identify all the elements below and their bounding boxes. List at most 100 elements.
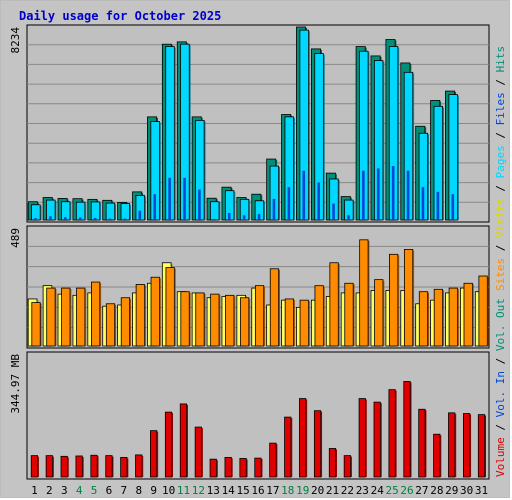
bar-sites-day-30 [463, 282, 473, 347]
x-tick-label-day-27: 27 [415, 484, 428, 497]
bar-sites-day-8 [135, 284, 145, 347]
legend-item: Files [494, 92, 507, 125]
bar-sites-day-21 [329, 262, 339, 347]
bar-pages-day-24 [376, 168, 380, 220]
x-tick-label-day-8: 8 [135, 484, 142, 497]
bar-pages-day-27 [421, 187, 425, 220]
bar-volume-day-8 [135, 454, 143, 478]
bar-pages-day-18 [287, 187, 291, 220]
bar-sites-day-23 [359, 239, 369, 347]
visits-panel: 489 [9, 225, 490, 349]
bar-pages-day-10 [168, 177, 171, 220]
bar-volume-day-28 [433, 433, 441, 478]
bar-volume-day-30 [462, 413, 471, 478]
bar-volume-day-22 [343, 455, 351, 478]
bar-sites-day-1 [31, 302, 41, 347]
bar-sites-day-2 [46, 287, 56, 347]
bar-pages-day-7 [123, 218, 127, 220]
bar-pages-day-17 [272, 198, 276, 220]
bar-volume-day-27 [418, 408, 426, 478]
bar-sites-day-6 [105, 303, 116, 347]
bar-volume-day-1 [30, 455, 39, 478]
legend-item: / [494, 238, 507, 258]
bar-pages-day-15 [242, 215, 246, 220]
legend-item: Hits [494, 46, 507, 73]
hits-panel-ymax-label: 8234 [9, 27, 22, 54]
legend-item: Pages [494, 145, 507, 178]
bar-sites-day-27 [418, 291, 429, 347]
legend-hits-files-pages: Sites / Visits / Pages / Files / Hits [494, 46, 507, 291]
bar-sites-day-9 [150, 276, 160, 347]
bar-sites-day-5 [91, 281, 101, 347]
bar-volume-day-26 [403, 381, 411, 478]
visits-panel-ymax-label: 489 [9, 228, 22, 248]
volume-panel: 344.97 MB [9, 351, 490, 480]
bar-sites-day-12 [195, 292, 205, 347]
bar-pages-day-19 [302, 170, 306, 220]
x-tick-label-day-18: 18 [281, 484, 294, 497]
x-tick-label-day-10: 10 [162, 484, 175, 497]
bar-volume-day-11 [179, 403, 188, 478]
bar-volume-day-4 [75, 455, 83, 478]
bar-sites-day-13 [210, 293, 220, 347]
x-tick-label-day-26: 26 [400, 484, 413, 497]
x-tick-label-day-20: 20 [311, 484, 324, 497]
x-tick-label-day-9: 9 [150, 484, 157, 497]
x-tick-label-day-19: 19 [296, 484, 309, 497]
bar-sites-day-14 [225, 294, 235, 347]
bar-pages-day-8 [138, 210, 142, 220]
x-axis-labels: 1 2 3 4 5 6 7 8 9 10 11 12 13 14 15 16 17 18 19 20 21 22 23 24 2… [31, 484, 488, 497]
bar-files-day-5 [90, 201, 101, 221]
x-tick-label-day-6: 6 [106, 484, 113, 497]
bar-sites-day-20 [314, 285, 324, 347]
x-tick-label-day-4: 4 [76, 484, 83, 497]
bar-pages-day-11 [183, 177, 186, 220]
x-tick-label-day-29: 29 [445, 484, 458, 497]
bar-sites-day-16 [254, 285, 265, 347]
x-tick-label-day-17: 17 [266, 484, 279, 497]
bar-volume-day-29 [448, 412, 456, 478]
bar-pages-day-20 [317, 182, 320, 220]
hits-panel: 8234 [9, 24, 490, 223]
bar-sites-day-26 [403, 249, 414, 347]
x-tick-label-day-2: 2 [46, 484, 53, 497]
bar-pages-day-21 [332, 203, 335, 220]
bar-sites-day-4 [76, 287, 86, 347]
legend-item: / [494, 125, 507, 145]
bar-sites-day-15 [240, 297, 250, 347]
x-tick-label-day-11: 11 [177, 484, 190, 497]
bar-files-day-7 [120, 203, 131, 221]
bar-pages-day-28 [436, 191, 440, 220]
bar-pages-day-6 [108, 218, 112, 220]
bar-volume-day-9 [150, 430, 158, 478]
bar-volume-day-14 [224, 456, 232, 478]
legend-item: / [494, 417, 507, 437]
bar-volume-day-23 [358, 398, 366, 478]
legend-item: Volume [494, 437, 507, 477]
bar-volume-day-15 [239, 458, 247, 478]
x-tick-label-day-30: 30 [460, 484, 473, 497]
legend-item: / [494, 351, 507, 371]
bar-pages-day-9 [153, 194, 157, 220]
chart-title: Daily usage for October 2025 [19, 9, 221, 23]
bar-volume-day-19 [299, 398, 307, 478]
bar-volume-day-17 [269, 442, 277, 478]
bar-pages-day-26 [406, 170, 410, 220]
bar-sites-day-28 [433, 288, 443, 347]
x-tick-label-day-28: 28 [430, 484, 443, 497]
legend-item: Vol. Out [494, 298, 507, 351]
bar-sites-day-24 [374, 279, 384, 347]
bar-pages-day-3 [64, 217, 67, 220]
x-tick-label-day-13: 13 [207, 484, 220, 497]
legend-item: Vol. In [494, 371, 507, 417]
legend-item: / [494, 72, 507, 92]
x-tick-label-day-16: 16 [251, 484, 264, 497]
bar-sites-day-25 [389, 253, 399, 347]
bar-pages-day-4 [78, 217, 82, 220]
bar-volume-day-21 [328, 448, 337, 478]
bar-pages-day-13 [213, 219, 216, 220]
bar-files-day-4 [75, 201, 86, 221]
bar-volume-day-12 [194, 426, 202, 478]
x-tick-label-day-23: 23 [356, 484, 369, 497]
